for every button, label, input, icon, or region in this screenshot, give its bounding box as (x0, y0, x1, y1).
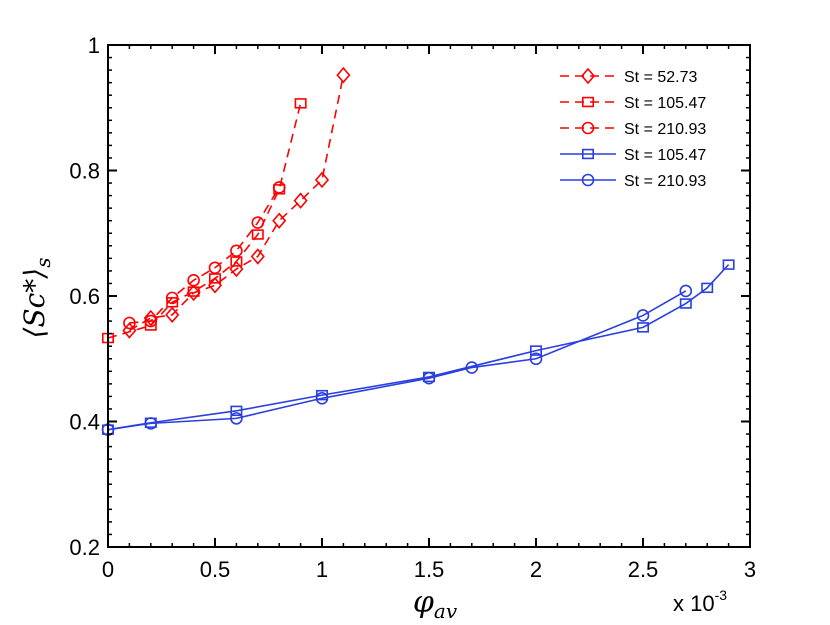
data-point-series-3 (701, 282, 714, 294)
y-tick-label: 0.4 (69, 410, 100, 435)
x-axis-multiplier-base: x 10 (673, 591, 715, 616)
data-point-series-1 (294, 98, 307, 109)
data-point-series-0 (165, 306, 180, 324)
series-line-1 (107, 103, 302, 339)
axis-ticks-layer: 0 0.5 1 1.5 2 2.5 3 0.2 0.4 0.6 0.8 1 (69, 33, 756, 582)
data-point-series-2 (165, 291, 179, 305)
data-point-series-4 (679, 284, 693, 298)
x-axis-multiplier-exponent: -3 (715, 587, 728, 603)
series-line-3 (107, 264, 730, 431)
x-axis-label: φav (413, 585, 458, 623)
legend-marker-0 (580, 67, 596, 85)
data-point-series-4 (636, 309, 650, 322)
y-axis-label-sub: s (31, 258, 55, 268)
y-axis-label: ⟨Sc*⟩s (18, 258, 55, 339)
y-tick-label: 1 (88, 33, 100, 58)
legend-marker-4 (581, 173, 595, 187)
data-point-series-1 (144, 320, 157, 331)
data-point-series-2 (272, 181, 286, 194)
data-point-series-4 (465, 361, 479, 374)
legend-marker-2 (581, 121, 595, 135)
legend-label-3: St = 105.47 (624, 147, 706, 164)
data-point-series-0 (336, 66, 351, 84)
x-axis-label-main: φ (413, 585, 434, 620)
data-point-series-4 (529, 352, 543, 366)
x-tick-label: 2 (530, 557, 542, 582)
legend-label-2: St = 210.93 (624, 121, 706, 138)
x-tick-label: 0.5 (200, 557, 231, 582)
x-tick-label: 3 (744, 557, 756, 582)
legend-marker-1 (581, 96, 594, 108)
data-point-series-2 (251, 216, 265, 229)
y-tick-label: 0.8 (69, 159, 100, 184)
legend-label-4: St = 210.93 (624, 173, 706, 190)
legend: St = 52.73 St = 105.47 St = 210.93 St = 105… (560, 67, 706, 190)
data-point-series-0 (293, 192, 308, 209)
x-axis-label-sub: av (434, 599, 458, 623)
data-point-series-3 (636, 322, 649, 333)
y-axis-label-main: ⟨Sc*⟩ (18, 268, 51, 339)
x-tick-label: 1.5 (414, 557, 445, 582)
x-tick-label: 0 (102, 557, 114, 582)
data-point-series-0 (250, 248, 265, 265)
data-point-series-2 (144, 314, 158, 328)
data-point-series-2 (230, 244, 243, 258)
legend-label-1: St = 105.47 (624, 95, 706, 112)
series-line-2 (129, 187, 280, 324)
data-point-series-1 (251, 229, 264, 240)
data-point-series-4 (315, 391, 329, 405)
data-point-series-4 (144, 417, 158, 430)
y-tick-label: 0.6 (69, 284, 100, 309)
data-point-series-4 (422, 371, 436, 385)
data-point-series-4 (230, 412, 243, 425)
data-point-series-3 (679, 298, 692, 309)
data-point-series-3 (529, 345, 542, 356)
y-tick-label: 0.2 (69, 535, 100, 560)
data-point-series-0 (143, 309, 158, 327)
series-line-0 (128, 74, 345, 332)
legend-label-0: St = 52.73 (624, 69, 697, 86)
data-point-series-0 (186, 284, 201, 302)
data-point-series-0 (122, 322, 137, 339)
x-axis-multiplier: x 10-3 (673, 587, 727, 616)
data-point-series-0 (314, 171, 330, 189)
data-point-series-2 (208, 261, 222, 275)
data-point-series-2 (123, 316, 136, 330)
legend-marker-3 (581, 148, 594, 160)
x-tick-label: 2.5 (628, 557, 659, 582)
x-tick-label: 1 (316, 557, 328, 582)
data-point-series-2 (187, 274, 200, 287)
data-point-series-1 (187, 286, 200, 297)
series-line-4 (107, 290, 687, 431)
data-point-series-0 (272, 212, 287, 229)
data-point-series-1 (166, 297, 179, 308)
data-point-series-3 (722, 259, 735, 270)
data-point-series-3 (230, 405, 243, 417)
